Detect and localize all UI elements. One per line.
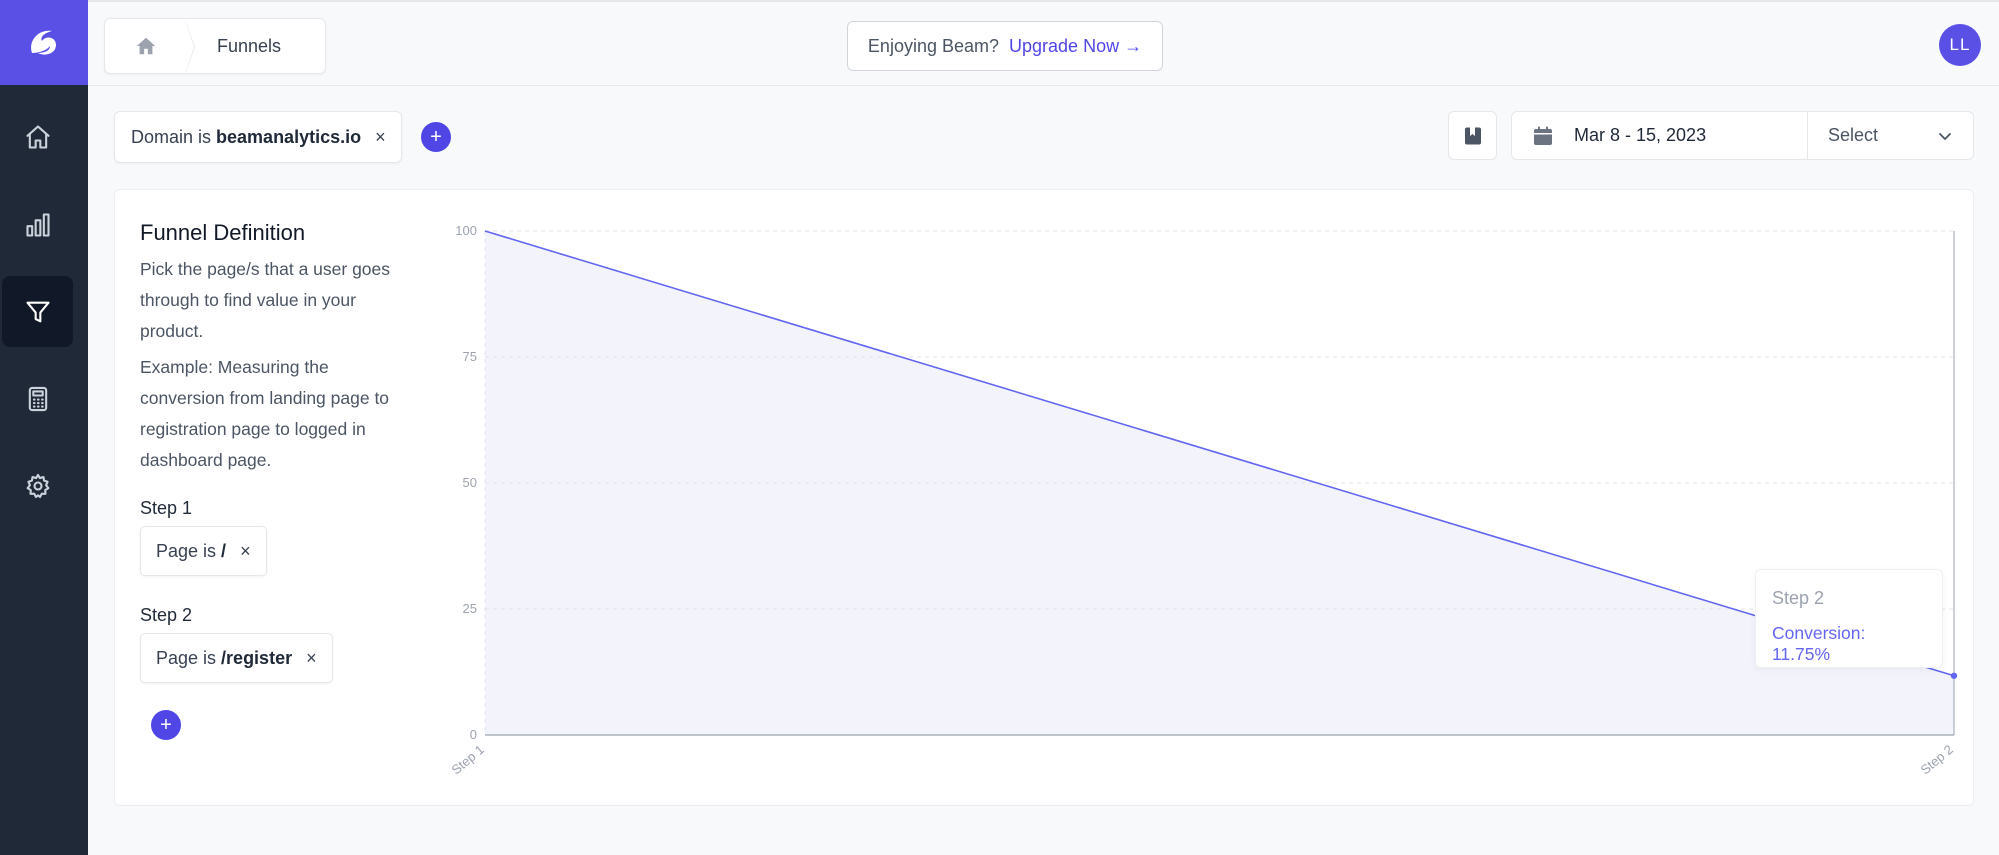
step-1-label: Step 1 [140, 498, 193, 518]
remove-step-1-button[interactable]: × [240, 540, 251, 561]
domain-filter-chip: Domain is beamanalytics.io × [114, 111, 402, 163]
funnel-icon [25, 301, 50, 322]
sidebar-item-calculator[interactable] [2, 363, 73, 434]
step-1-prefix: Page is [156, 540, 217, 561]
avatar[interactable]: LL [1939, 24, 1981, 66]
period-select-label: Select [1828, 125, 1879, 145]
breadcrumb-home[interactable] [105, 19, 195, 75]
funnel-definition-title: Funnel Definition [140, 220, 306, 245]
funnel-description: Pick the page/s that a user goes through… [140, 254, 410, 476]
tooltip-value: Conversion: 11.75% [1772, 623, 1866, 664]
upgrade-banner: Enjoying Beam? Upgrade Now → [847, 21, 1163, 71]
step-2-prefix: Page is [156, 647, 217, 668]
gear-icon [26, 473, 49, 498]
calculator-icon [28, 386, 47, 411]
chart-tooltip: Step 2 Conversion: 11.75% [1755, 569, 1943, 668]
home-icon [136, 37, 156, 55]
sidebar-item-home[interactable] [2, 101, 73, 172]
remove-step-2-button[interactable]: × [306, 647, 317, 668]
date-range-value: Mar 8 - 15, 2023 [1574, 125, 1707, 145]
filter-value: beamanalytics.io [216, 126, 362, 147]
date-range-input[interactable]: Mar 8 - 15, 2023 [1512, 112, 1808, 159]
home-icon [25, 124, 50, 149]
upgrade-text: Enjoying Beam? [867, 35, 1000, 56]
add-filter-button[interactable]: + [421, 122, 451, 152]
funnel-example-text: Example: Measuring the conversion from l… [140, 357, 390, 470]
add-step-button[interactable]: + [151, 710, 181, 740]
date-range-picker: Mar 8 - 15, 2023 Select [1511, 111, 1974, 160]
step-2-label: Step 2 [140, 605, 193, 625]
topbar: Funnels Enjoying Beam? Upgrade Now → LL [88, 0, 1999, 86]
step-1-chip: Page is / × [140, 526, 267, 576]
bookmark-icon [1464, 127, 1481, 144]
beam-logo-icon[interactable] [0, 0, 88, 85]
breadcrumb: Funnels [104, 18, 326, 75]
funnel-description-text: Pick the page/s that a user goes through… [140, 259, 391, 341]
sidebar-item-funnels[interactable] [2, 276, 73, 347]
step-2-value: /register [221, 647, 293, 668]
chevron-down-icon [1939, 132, 1951, 140]
sidebar-item-analytics[interactable] [2, 189, 73, 260]
remove-filter-button[interactable]: × [375, 126, 386, 147]
bookmark-button[interactable] [1448, 111, 1497, 160]
breadcrumb-current: Funnels [217, 35, 282, 56]
funnel-card: Funnel Definition Pick the page/s that a… [114, 189, 1974, 806]
upgrade-now-link[interactable]: Upgrade Now → [1009, 35, 1143, 56]
step-2-chip: Page is /register × [140, 633, 333, 683]
sidebar [0, 0, 88, 855]
bar-chart-icon [25, 212, 50, 237]
step-1-value: / [221, 540, 227, 561]
period-select[interactable]: Select [1808, 125, 1973, 146]
sidebar-item-settings[interactable] [2, 450, 73, 521]
filter-prefix: Domain is [131, 126, 212, 147]
tooltip-title: Step 2 [1772, 588, 1825, 608]
calendar-icon [1534, 126, 1552, 145]
